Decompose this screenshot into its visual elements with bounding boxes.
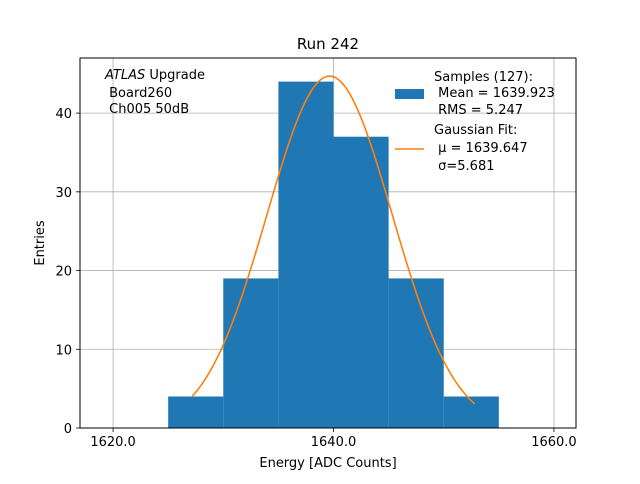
y-axis-label: Entries [33,220,48,266]
y-tick-label: 40 [55,107,72,122]
x-tick-label: 1660.0 [531,435,577,450]
gaussian-fit-curve [191,75,476,405]
y-tick-label: 30 [55,186,72,201]
histogram-bars [168,81,499,429]
annotation-line: Board260 [105,86,172,101]
legend-histogram-swatch [395,89,424,99]
legend-fit-label: Gaussian Fit: [434,123,517,138]
legend-histogram-label: Samples (127): [434,70,533,85]
histogram-bar [278,81,334,429]
histogram-bar [333,136,389,429]
experiment-annotation: ATLAS Upgrade Board260 Ch005 50dB [104,68,205,117]
x-tick-label: 1640.0 [311,435,357,450]
histogram-bar [223,278,279,428]
axis-ticks: 1620.0 1640.0 1660.0 0 10 20 30 40 [55,107,576,450]
y-tick-label: 10 [55,343,72,358]
x-axis-label: Energy [ADC Counts] [259,456,396,471]
chart-title: Run 242 [297,35,359,53]
histogram-bar [168,396,224,428]
legend-fit-stat: μ = 1639.647 [434,141,528,156]
annotation-rest: Upgrade [145,68,205,83]
gaussian-fit-layer [191,75,476,405]
annotation-italic: ATLAS [104,68,145,83]
legend-histogram-stat: Mean = 1639.923 [434,86,555,101]
svg-text:ATLAS Upgrade: ATLAS Upgrade [104,68,205,83]
x-tick-label: 1620.0 [90,435,136,450]
plot-frame [79,57,577,429]
legend-histogram-stat: RMS = 5.247 [434,103,523,118]
annotation-line: Ch005 50dB [105,102,189,117]
legend-fit-stat: σ=5.681 [434,159,494,174]
y-tick-label: 0 [64,422,72,437]
legend: Samples (127): Mean = 1639.923 RMS = 5.2… [395,70,555,174]
histogram-bar [388,278,444,428]
y-tick-label: 20 [55,265,72,280]
